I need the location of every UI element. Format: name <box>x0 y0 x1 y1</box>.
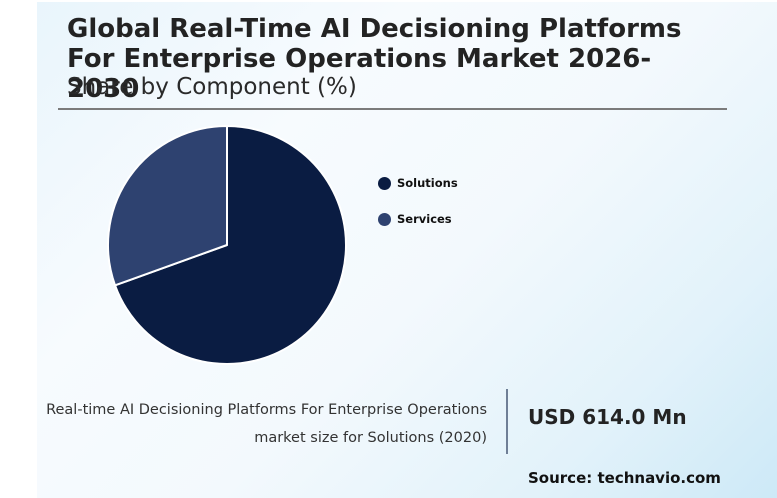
legend-item-services[interactable]: Services <box>378 210 458 228</box>
chart-title: Global Real-Time AI Decisioning Platform… <box>67 14 682 104</box>
legend-dot-icon <box>378 212 391 226</box>
chart-subtitle: Share by Component (%) <box>67 74 357 100</box>
title-divider <box>58 108 727 110</box>
pie-slice-services[interactable] <box>107 125 228 287</box>
stat-description-line2: market size for Solutions (2020) <box>254 430 487 446</box>
legend-item-solutions[interactable]: Solutions <box>378 174 458 192</box>
stat-value: USD 614.0 Mn <box>528 405 687 429</box>
pie-chart <box>107 125 347 365</box>
pie-slice-solutions[interactable] <box>114 125 347 365</box>
legend-label: Services <box>397 212 452 226</box>
legend-dot-icon <box>378 176 391 190</box>
stat-description: Real-time AI Decisioning Platforms For E… <box>0 396 487 452</box>
chart-legend: Solutions Services <box>378 174 458 246</box>
source-label: Source: technavio.com <box>528 469 721 487</box>
legend-label: Solutions <box>397 176 458 190</box>
stat-divider <box>506 389 508 454</box>
stat-description-line1: Real-time AI Decisioning Platforms For E… <box>46 402 487 418</box>
